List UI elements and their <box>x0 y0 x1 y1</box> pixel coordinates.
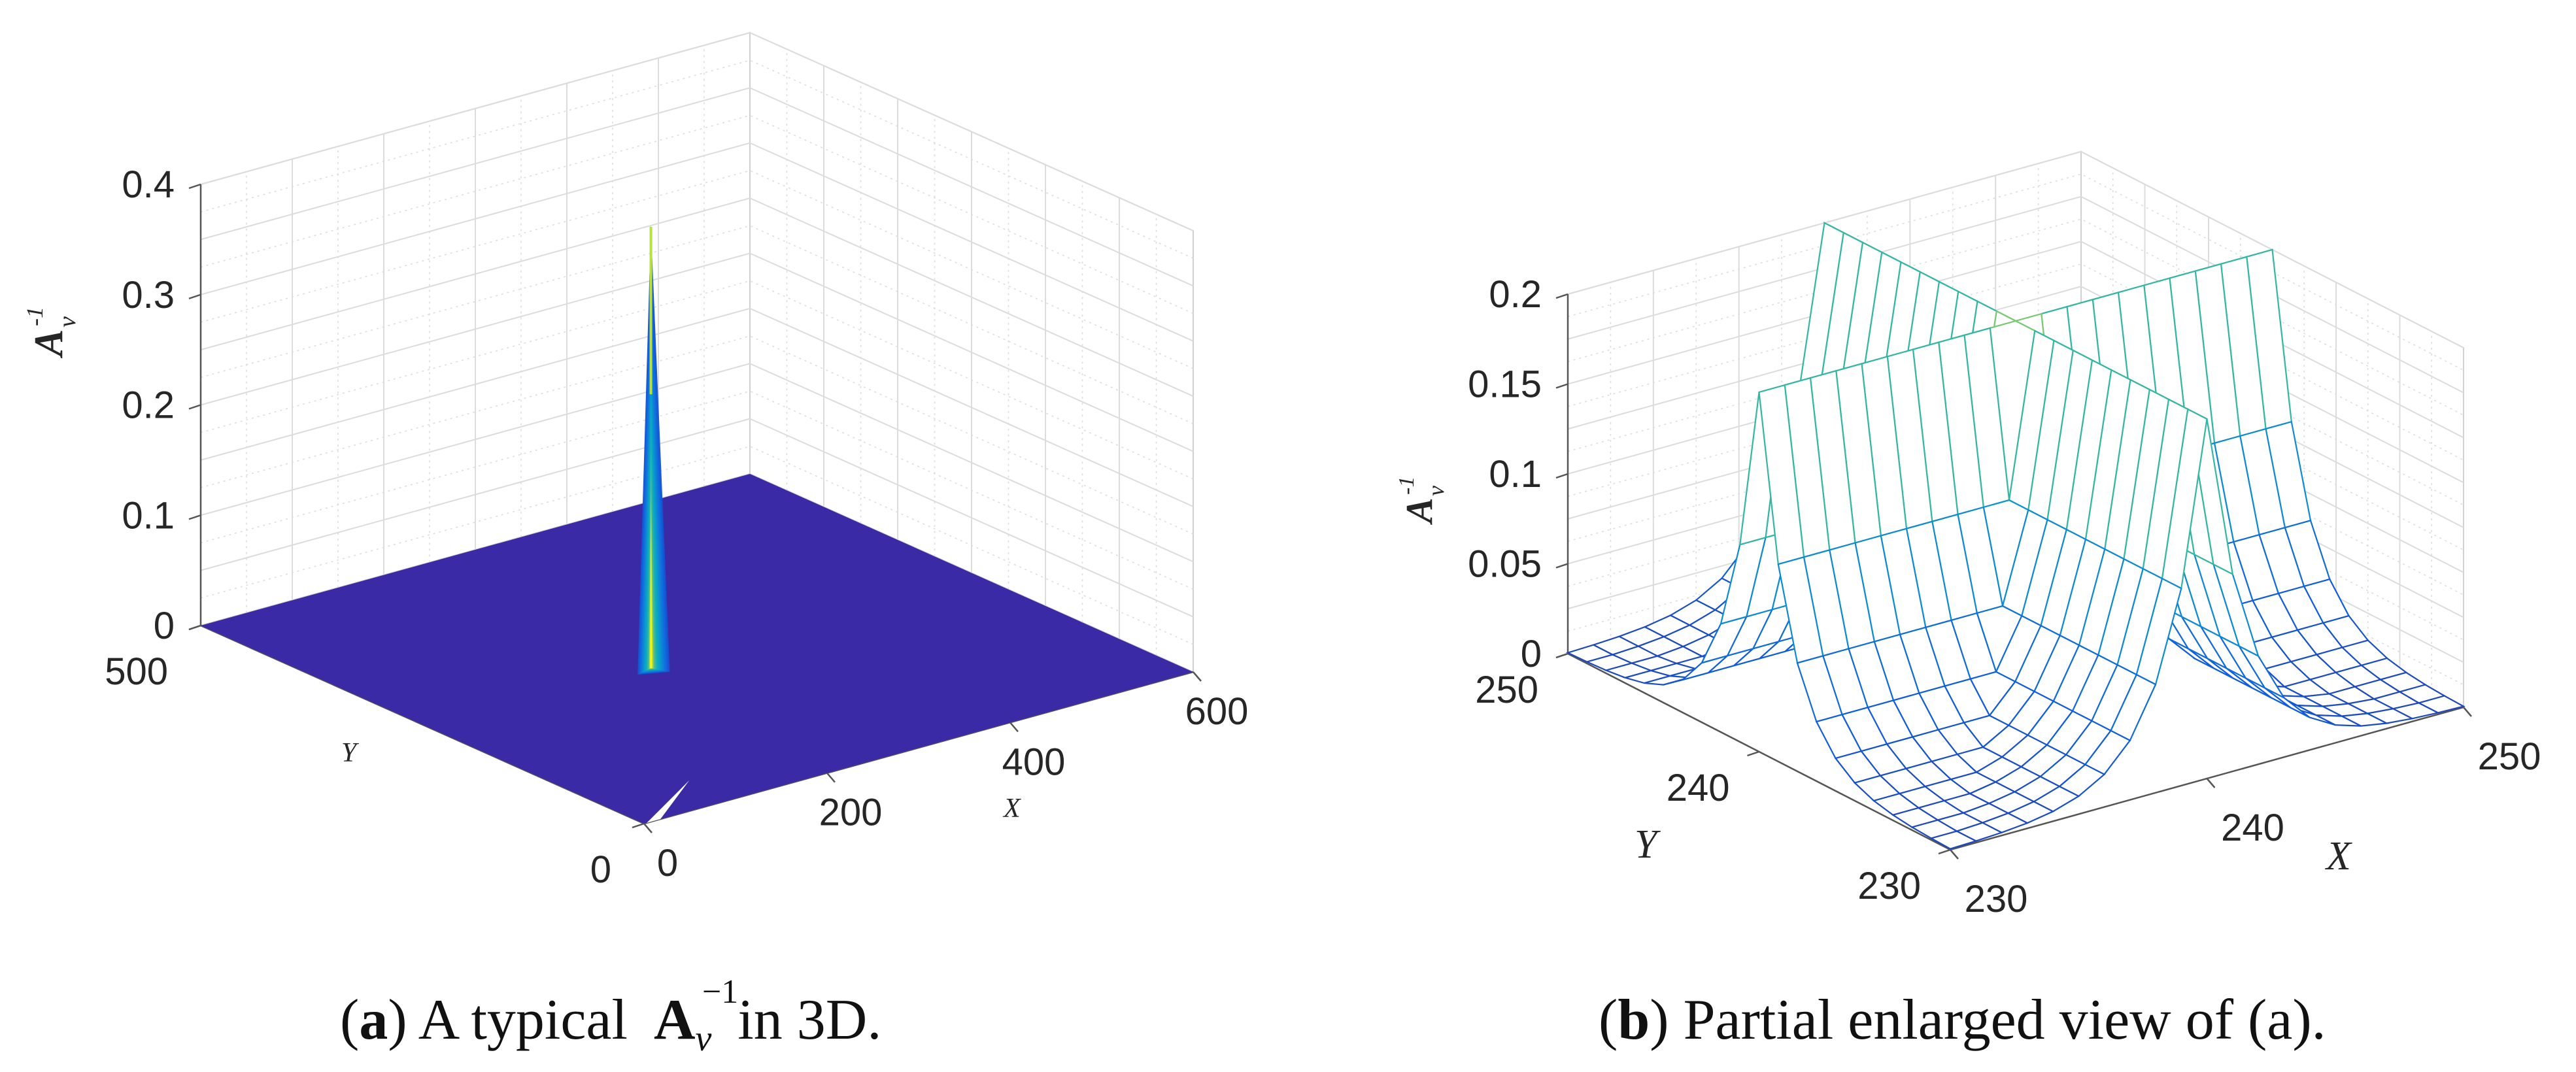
caption-b: (b) Partial enlarged view of (a). <box>1599 988 2326 1052</box>
z-tick-label-b: 0 <box>1521 633 1542 675</box>
z-axis-label-a: A v -1 <box>22 307 81 359</box>
x-tick-label-a: 0 <box>657 842 678 884</box>
x-tick-label-b: 230 <box>1965 878 2028 920</box>
z-tick-a <box>188 514 201 520</box>
y-tick-label-a: 0 <box>590 848 611 891</box>
svg-text:-1: -1 <box>1395 477 1419 495</box>
x-tick-label-a: 400 <box>1002 741 1066 783</box>
a-major-grid <box>200 31 1194 231</box>
b-major-grid <box>1567 286 2464 484</box>
caption-a-label: a <box>359 988 388 1052</box>
svg-text:A: A <box>27 329 71 359</box>
y-axis-label-a: Y <box>341 738 360 768</box>
z-tick-a <box>188 404 201 410</box>
surface-a <box>201 226 1193 824</box>
z-axis-label-b: A v -1 <box>1395 477 1449 525</box>
x-tick-a <box>1193 671 1202 682</box>
y-axis-label-b: Y <box>1635 822 1661 867</box>
surface-floor-a <box>201 474 1193 824</box>
x-tick-b <box>1950 849 1959 860</box>
caption-a-suffix: in 3D. <box>737 988 882 1052</box>
y-tick-label-a: 500 <box>105 650 168 693</box>
x-axis-label-b: X <box>2324 834 2352 879</box>
b-major-grid <box>1567 150 2464 348</box>
z-tick-a <box>188 183 201 190</box>
panel-a: 0 0.1 0.2 0.3 0.4 0 200 400 600 0 500 X Y A v -1 (… <box>0 0 1295 1059</box>
z-tick-label-a: 0.3 <box>122 274 175 316</box>
z-tick-a <box>188 293 201 299</box>
a-major-grid <box>200 197 1194 397</box>
caption-a: (a) A typical Av −1 in 3D. <box>340 973 882 1059</box>
y-tick-a <box>188 624 201 631</box>
a-major-grid <box>200 87 1194 287</box>
z-tick-label-b: 0.15 <box>1468 363 1542 406</box>
svg-text:-1: -1 <box>22 307 48 326</box>
surface-spike-a <box>650 513 652 669</box>
mesh-b <box>1565 222 2466 850</box>
z-tick-label-a: 0.4 <box>122 163 175 206</box>
z-tick-label-b: 0.2 <box>1489 273 1542 316</box>
ticks-b: 0 0.05 0.1 0.15 0.2 230 240 250 230 240 250 <box>1468 273 2541 920</box>
a-major-grid <box>200 142 1194 342</box>
a-major-grid <box>200 307 1194 507</box>
a-major-grid <box>200 418 1194 618</box>
z-tick-b <box>1555 383 1568 389</box>
svg-text:v: v <box>1423 486 1449 496</box>
y-tick-label-b: 240 <box>1667 767 1730 809</box>
z-tick-b <box>1555 473 1568 479</box>
svg-text:v: v <box>54 316 81 327</box>
panel-b: 0 0.05 0.1 0.15 0.2 230 240 250 230 240 250 X Y A … <box>1295 0 2576 1052</box>
z-tick-label-b: 0.1 <box>1489 453 1542 495</box>
x-tick-label-b: 250 <box>2478 735 2541 778</box>
x-tick-b <box>2206 778 2216 788</box>
mesh-cell-b <box>1929 830 1978 850</box>
x-axis-label-a: X <box>1002 794 1022 824</box>
x-tick-label-b: 240 <box>2221 807 2284 849</box>
mesh-plot-b: 0 0.05 0.1 0.15 0.2 230 240 250 230 240 250 X Y A … <box>1395 150 2541 920</box>
a-major-grid <box>200 363 1194 563</box>
grid-a <box>199 31 1194 825</box>
a-major-grid <box>200 252 1194 452</box>
y-tick-a <box>632 822 645 829</box>
y-tick-b <box>1938 848 1951 855</box>
x-tick-label-a: 200 <box>819 792 883 834</box>
z-tick-label-a: 0 <box>154 605 175 647</box>
y-tick-b <box>1747 750 1759 757</box>
caption-a-math: Av −1 <box>653 973 739 1059</box>
b-major-grid <box>1567 195 2464 394</box>
x-tick-a <box>1009 722 1019 733</box>
caption-a-text: A typical <box>418 988 628 1052</box>
x-tick-label-a: 600 <box>1185 690 1249 733</box>
x-tick-a <box>826 772 836 783</box>
x-tick-a <box>643 823 652 833</box>
surface-notch-a <box>647 780 690 823</box>
y-tick-b <box>1555 652 1568 659</box>
b-major-grid <box>1567 241 2464 439</box>
caption-b-label: b <box>1618 988 1650 1052</box>
y-tick-label-b: 250 <box>1475 669 1538 711</box>
z-tick-label-a: 0.2 <box>122 384 175 427</box>
z-tick-label-a: 0.1 <box>122 494 175 537</box>
svg-text:A: A <box>1398 497 1440 525</box>
z-tick-label-b: 0.05 <box>1468 543 1542 586</box>
z-tick-b <box>1555 293 1568 299</box>
y-tick-label-b: 230 <box>1857 865 1921 907</box>
z-tick-b <box>1555 563 1568 569</box>
caption-b-text: Partial enlarged view of (a). <box>1683 988 2326 1052</box>
x-tick-b <box>2463 707 2472 717</box>
